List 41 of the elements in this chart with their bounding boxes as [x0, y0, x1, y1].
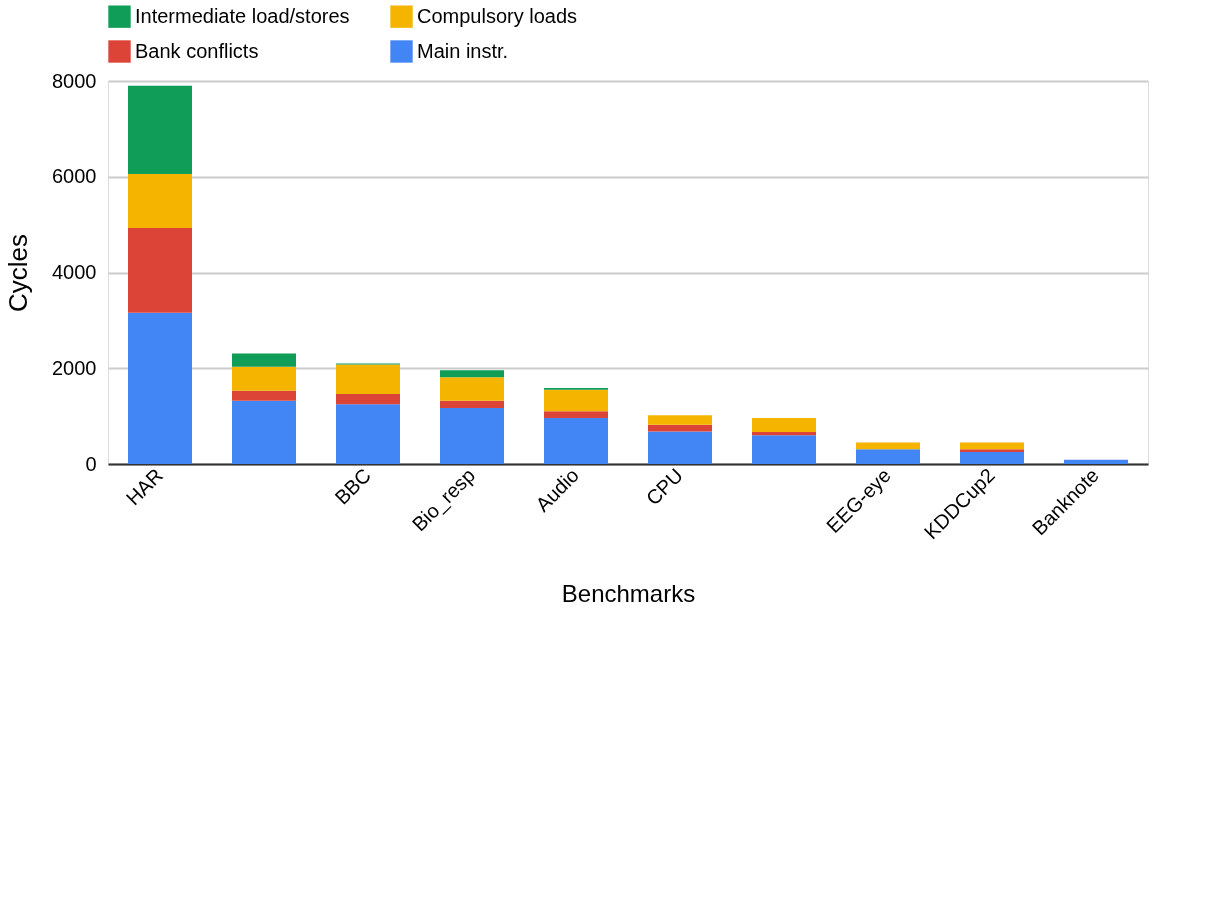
- bar: [856, 442, 920, 450]
- legend-label: Bank conflicts: [135, 39, 259, 62]
- bar: [856, 449, 920, 464]
- legend-label: Compulsory loads: [417, 4, 578, 27]
- bar: [1064, 459, 1128, 464]
- bar: [648, 431, 712, 464]
- y-tick-label: 2000: [52, 356, 97, 379]
- y-tick-label: 8000: [52, 69, 97, 92]
- bar: [960, 449, 1024, 453]
- bar: [544, 389, 608, 412]
- bar: [232, 366, 296, 391]
- y-tick-label: 0: [85, 452, 97, 475]
- bar: [960, 452, 1024, 464]
- bar: [336, 364, 400, 395]
- bar: [752, 435, 816, 464]
- bar: [752, 418, 816, 432]
- legend-label: Main instr.: [417, 39, 509, 62]
- bar: [544, 411, 608, 419]
- y-axis-title: Cycles: [3, 233, 34, 313]
- bar: [648, 424, 712, 432]
- bar: [752, 431, 816, 436]
- bar: [232, 353, 296, 367]
- bar: [336, 394, 400, 405]
- bar: [128, 173, 192, 228]
- bar: [128, 312, 192, 464]
- bar: [440, 370, 504, 378]
- bar: [440, 377, 504, 401]
- y-tick-label: 6000: [52, 165, 97, 188]
- bar: [232, 400, 296, 464]
- bar: [440, 400, 504, 408]
- bar: [336, 404, 400, 464]
- bar: [232, 390, 296, 401]
- bar: [648, 415, 712, 425]
- x-axis-title: Benchmarks: [561, 580, 696, 608]
- bar: [544, 418, 608, 464]
- bar: [440, 407, 504, 464]
- bar: [128, 85, 192, 174]
- bar: [960, 442, 1024, 450]
- bar: [128, 227, 192, 313]
- y-tick-label: 4000: [52, 261, 97, 283]
- legend-label: Intermediate load/stores: [135, 4, 350, 27]
